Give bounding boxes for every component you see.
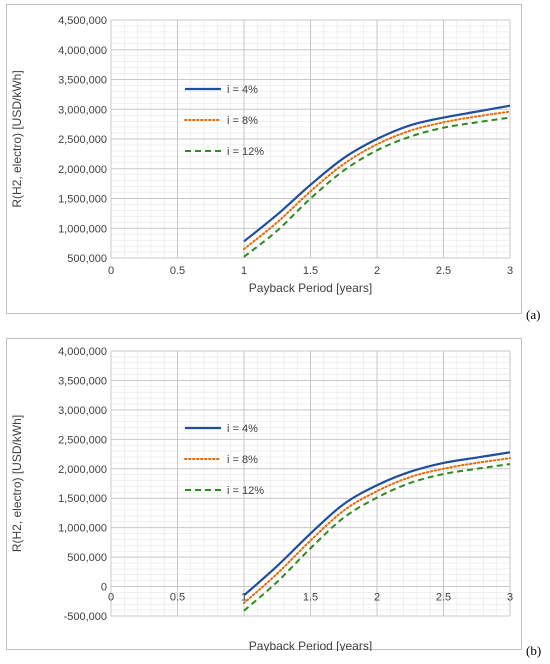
x-tick-label: 3 [507,592,513,604]
x-axis-title: Payback Period [years] [249,639,372,651]
y-tick-label: 2,000,000 [58,464,107,476]
y-tick-label: 1,500,000 [58,493,107,505]
legend-label-3: i = 12% [227,146,264,158]
x-tick-label: 0.5 [170,265,185,277]
y-axis-title: R(H2, electro) [USD/kWh] [10,415,24,552]
x-tick-label: 1.5 [303,592,318,604]
y-tick-label: 3,000,000 [58,104,107,116]
legend-label-2: i = 8% [227,115,258,127]
legend-label-1: i = 4% [227,84,258,96]
x-tick-label: 2 [374,265,380,277]
y-tick-label: -500,000 [64,611,107,623]
legend-label-2: i = 8% [227,454,258,466]
line-chart-b: 0 0.5 1 1.5 2 2.5 3-500,0000500,0001,000,0001,… [10,346,513,651]
y-tick-label: 3,000,000 [58,405,107,417]
panel-label-a: (a) [526,307,541,322]
chart-panel-a: 0 0.5 1 1.5 2 2.5 3 500,000 1,000,000 1,500,000 2,… [6,4,522,314]
x-tick-label: 0.5 [170,592,185,604]
y-tick-label: 3,500,000 [58,375,107,387]
y-tick-label: 0 [101,582,107,594]
y-tick-label: 2,500,000 [58,434,107,446]
y-tick-label: 1,500,000 [58,194,107,206]
series-line-3 [243,116,511,258]
y-tick-label: 2,500,000 [58,134,107,146]
x-tick-label: 0 [108,265,114,277]
x-tick-label: 3 [507,265,513,277]
y-tick-label: 1,000,000 [58,523,107,535]
x-tick-label: 1.5 [303,265,318,277]
y-tick-label: 1,000,000 [58,223,107,235]
x-tick-label: 2.5 [436,592,451,604]
x-axis-title: Payback Period [years] [249,281,372,295]
series-line-2 [243,110,511,251]
y-tick-label: 4,000,000 [58,346,107,358]
y-tick-label: 3,500,000 [58,75,107,87]
panel-label-b: (b) [526,643,542,658]
x-tick-label: 1 [241,592,247,604]
x-tick-label: 0 [108,592,114,604]
y-tick-label: 500,000 [67,552,107,564]
y-tick-label: 4,500,000 [58,15,107,27]
series-line-2 [243,457,511,605]
x-tick-label: 1 [241,265,247,277]
x-tick-label: 2 [374,592,380,604]
line-chart-a: 0 0.5 1 1.5 2 2.5 3 500,000 1,000,000 1,500,000 2,… [10,15,513,295]
x-tick-label: 2.5 [436,265,451,277]
series-line-1 [243,451,511,597]
legend-label-3: i = 12% [227,485,264,497]
y-tick-label: 500,000 [67,253,107,265]
y-tick-label: 4,000,000 [58,45,107,57]
chart-panel-b: 0 0.5 1 1.5 2 2.5 3 -500,000 0 500,000 1,000,000 1,… [6,338,522,651]
y-axis-title: R(H2, electro) [USD/kWh] [10,70,24,207]
legend-label-1: i = 4% [227,423,258,435]
series-line-3 [243,463,511,612]
y-tick-label: 2,000,000 [58,164,107,176]
series-line-1 [243,104,511,243]
